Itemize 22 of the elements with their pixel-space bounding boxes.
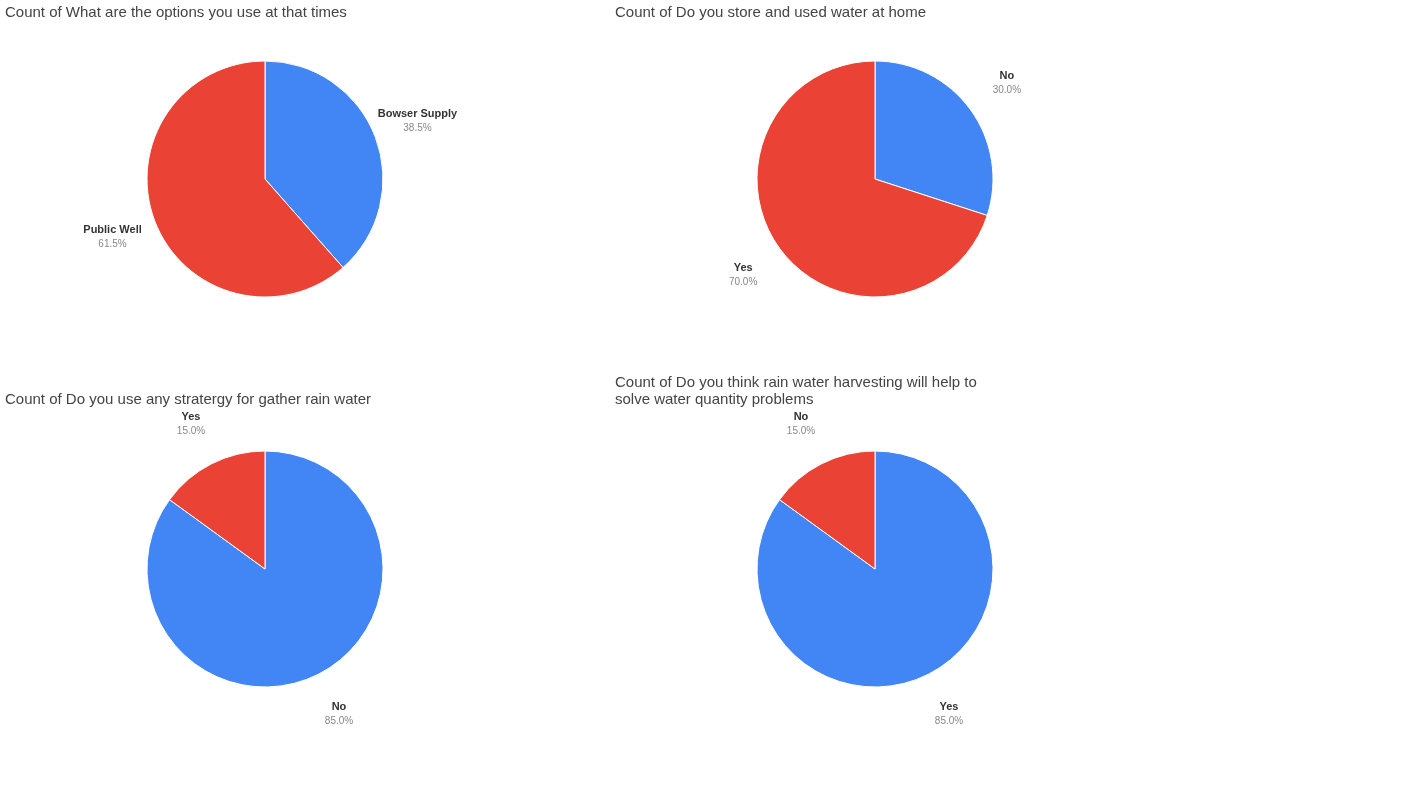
data-label: 15.0% [176, 424, 206, 436]
slice-label: Public Well [83, 222, 142, 235]
slice-label: No [331, 700, 347, 713]
slice-label: Yes [939, 700, 959, 713]
chart-title: Count of Do you use any stratergy for gather rain water [5, 389, 372, 407]
slice-label: Bowser Supply [377, 107, 459, 120]
pie-slice [756, 450, 994, 688]
data-label: 30.0% [992, 84, 1022, 96]
pie-slice [146, 450, 384, 688]
slice-label: No [793, 409, 809, 422]
chart-title: Count of Do you store and used water at home [615, 3, 927, 20]
data-label: 38.5% [403, 122, 432, 134]
chart-title: Count of What are the options you use at that times [5, 3, 347, 20]
data-label: 61.5% [98, 237, 127, 249]
slice-label: Yes [181, 409, 201, 422]
slice-label: No [999, 69, 1015, 82]
data-label: 70.0% [728, 275, 758, 287]
data-label: 15.0% [786, 424, 816, 436]
chart-title: Count of Do you think rain water harvesting will help to solve water quantity problems [615, 372, 977, 407]
data-label: 85.0% [324, 715, 354, 727]
data-label: 85.0% [934, 715, 964, 727]
slice-label: Yes [733, 260, 753, 273]
